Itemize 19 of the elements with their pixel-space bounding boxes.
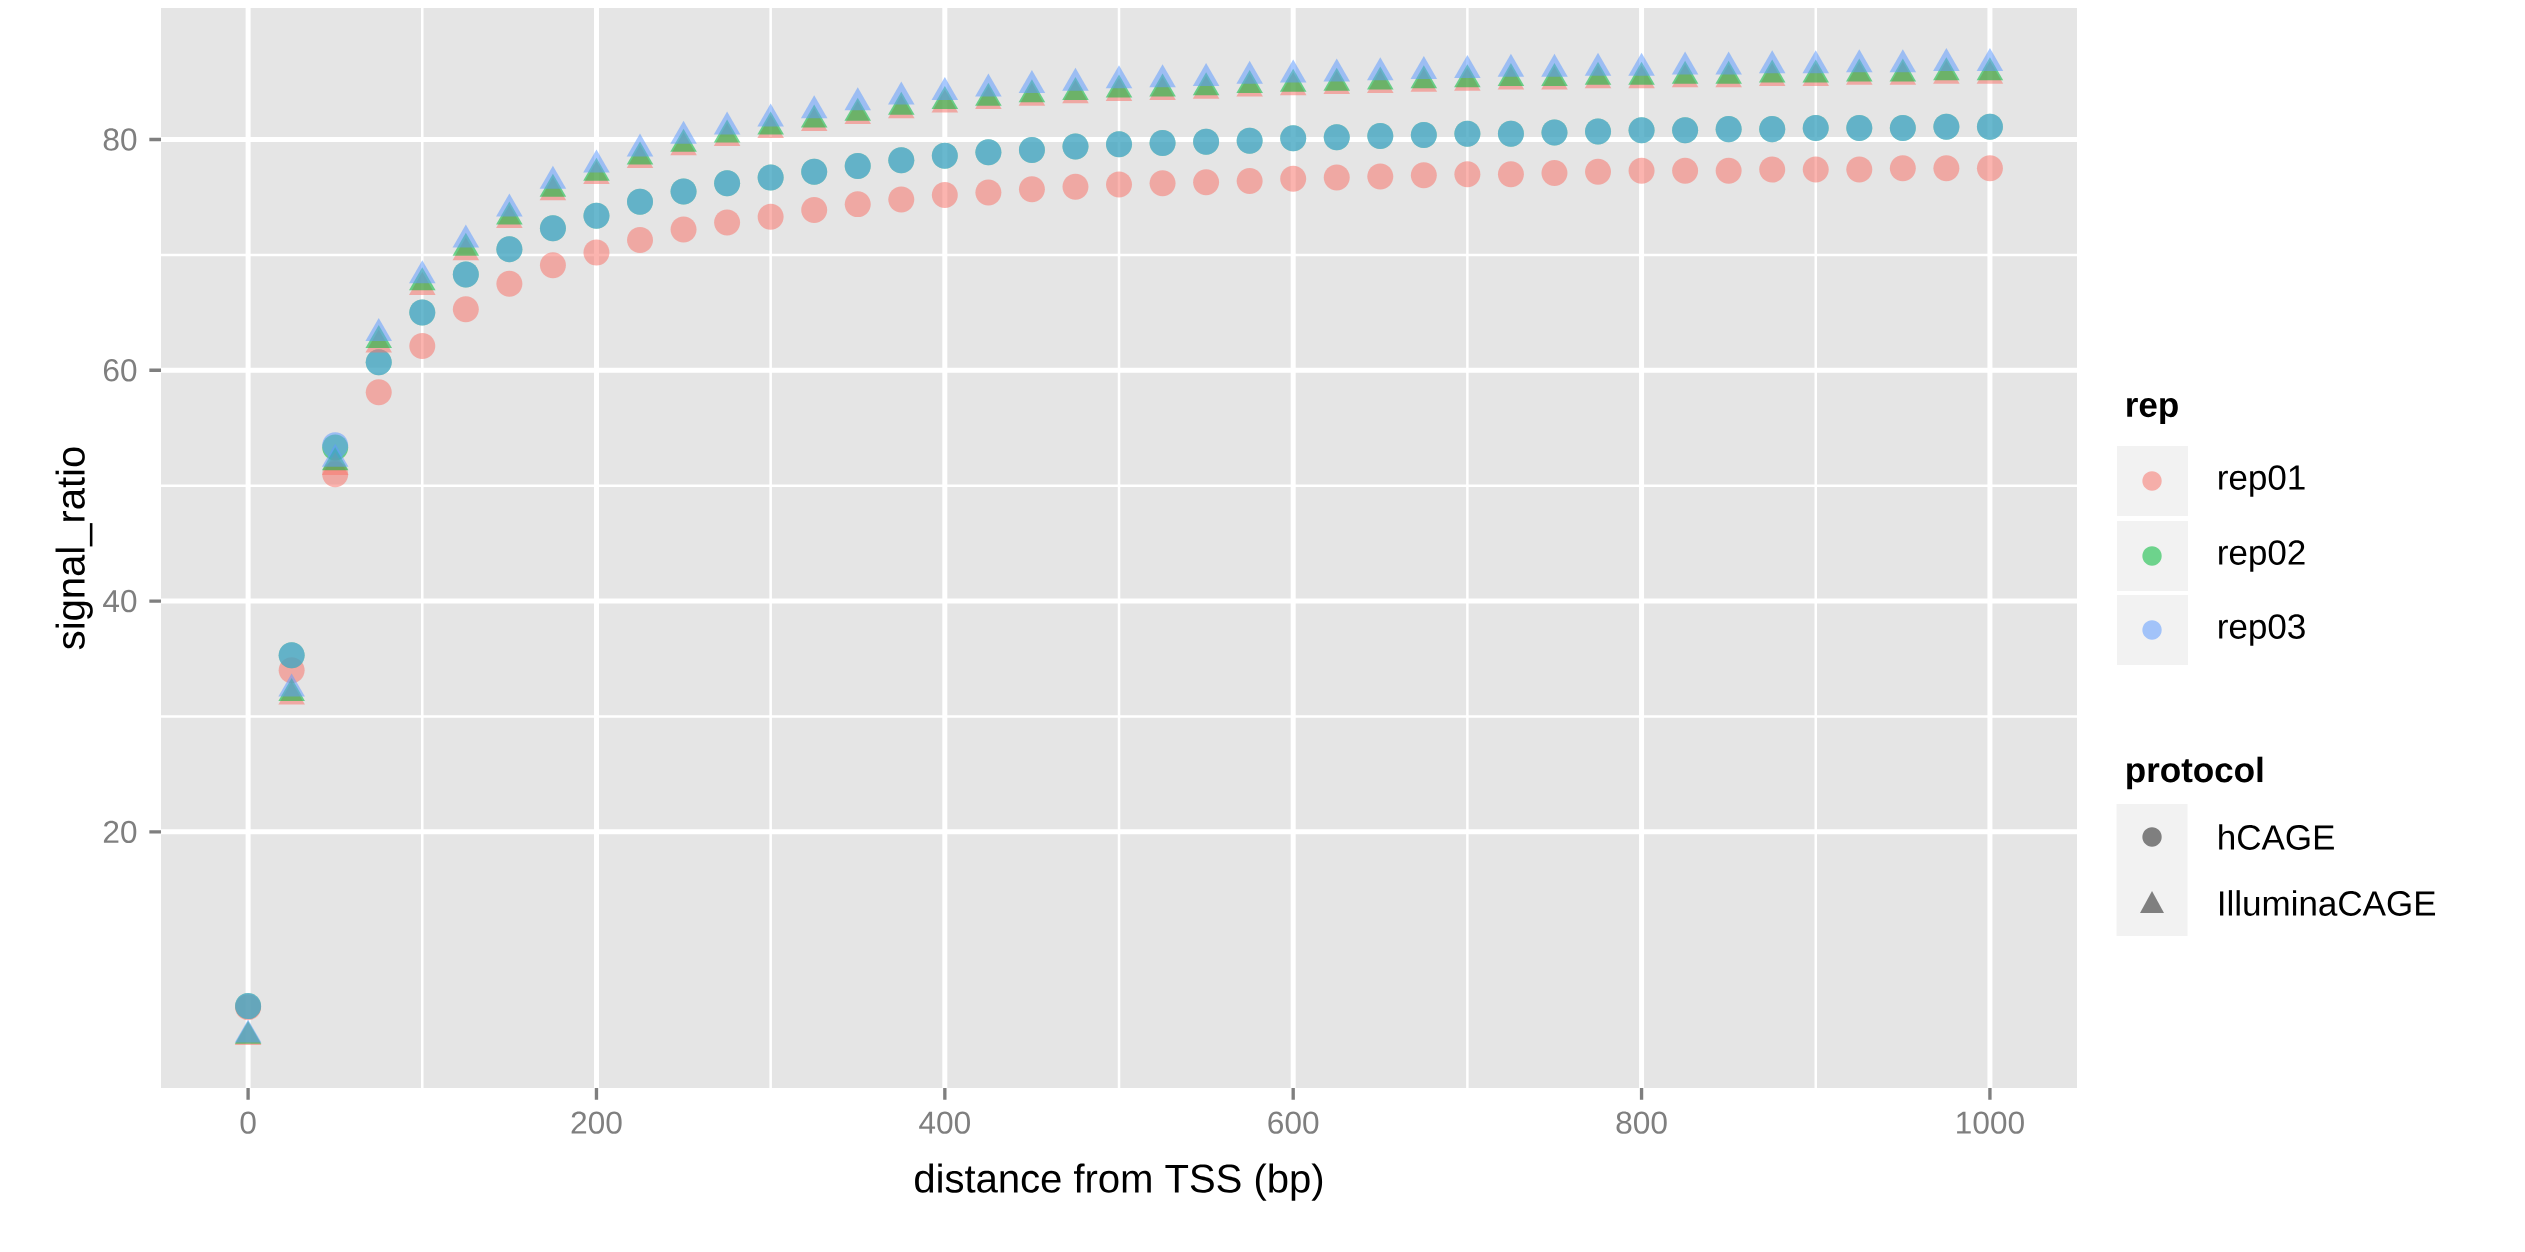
legend-label: rep02: [2219, 540, 2305, 572]
x-tick-label: 0: [240, 1111, 256, 1134]
y-axis-title: signal_ratio: [55, 447, 93, 650]
y-tick-label: 60: [103, 359, 137, 382]
text: hCAGE: [2219, 824, 2334, 850]
x-tick-label: 600: [1268, 1111, 1319, 1134]
y-tick-label: 40: [103, 589, 137, 613]
text: IlluminaCAGE: [2220, 890, 2436, 916]
y-tick-label: 20: [103, 820, 137, 844]
x-tick-label: 1000: [1957, 1111, 2024, 1134]
legend-label: rep01: [2219, 465, 2305, 497]
text: protocol: [2127, 756, 2263, 790]
x-tick-label: 200: [571, 1111, 622, 1134]
x-tick-label: 800: [1616, 1111, 1667, 1134]
legend-label: rep03: [2219, 614, 2305, 646]
x-axis-title: distance from TSS (bp): [915, 1163, 1323, 1201]
x-tick-label: 400: [919, 1111, 970, 1134]
y-tick-label: 80: [103, 128, 137, 151]
legend-title: rep: [2127, 397, 2178, 425]
